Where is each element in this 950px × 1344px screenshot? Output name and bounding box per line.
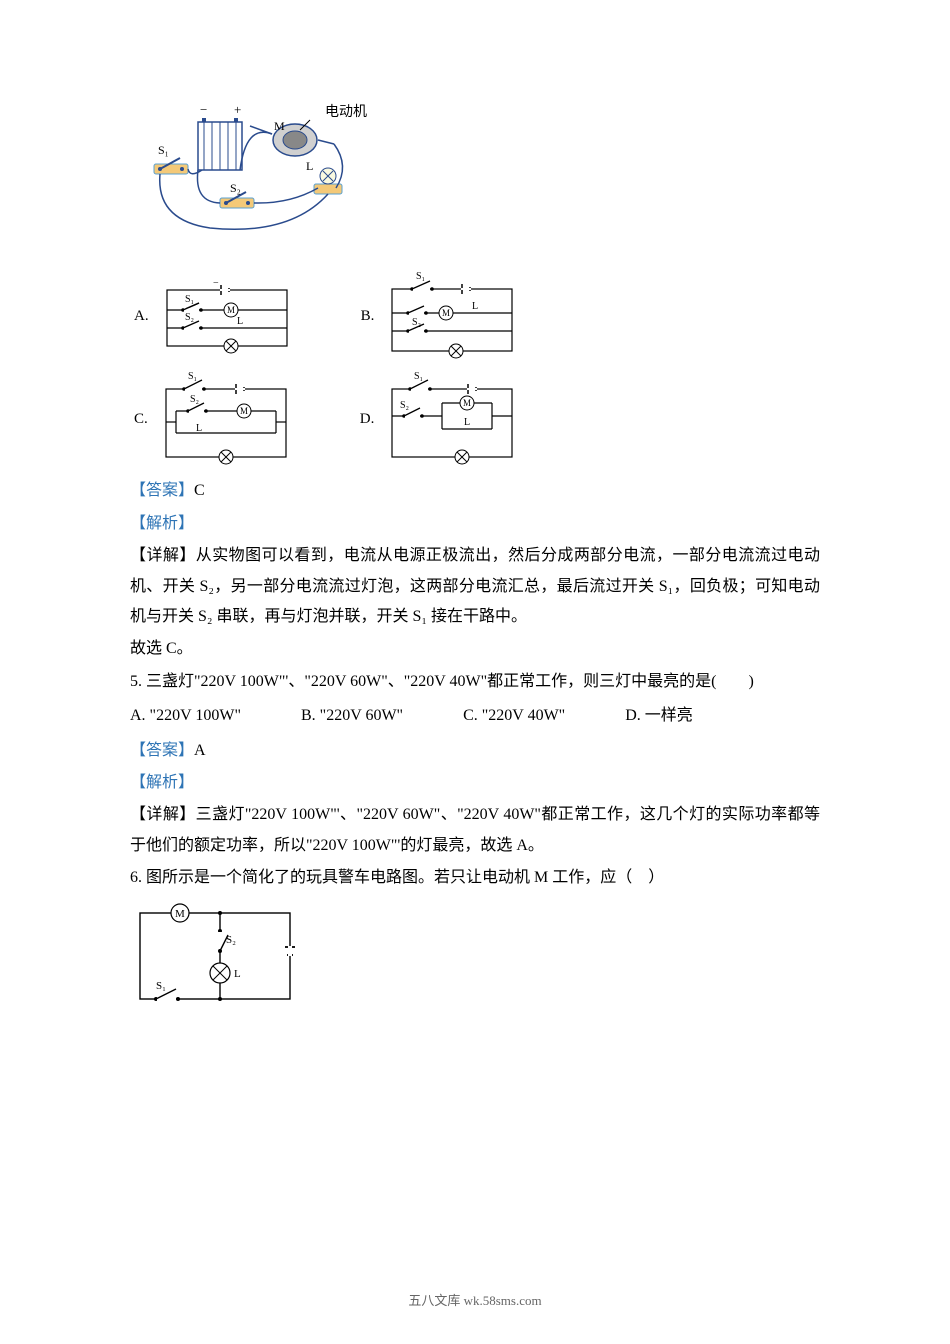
q5-options: A. "220V 100W" B. "220V 60W" C. "220V 40… xyxy=(130,701,820,731)
q5-analysis-label: 【解析】 xyxy=(130,768,820,798)
motor-text: 电动机 xyxy=(325,104,367,120)
m-label: M xyxy=(274,119,285,133)
svg-text:S₁: S₁ xyxy=(185,294,194,305)
option-a-label: A. xyxy=(134,302,149,331)
svg-text:L: L xyxy=(237,316,243,327)
main-circuit-diagram: − + M 电动机 S₁ S₂ L xyxy=(150,100,820,251)
q5-stem: 5. 三盏灯"220V 100W"'、"220V 60W"、"220V 40W"… xyxy=(130,667,820,697)
svg-text:S₂: S₂ xyxy=(185,312,194,323)
svg-text:M: M xyxy=(240,406,248,416)
svg-text:S₁: S₁ xyxy=(416,271,425,282)
minus-label: − xyxy=(200,102,207,117)
circuit-c: S₁ S₂ M L xyxy=(156,371,296,466)
svg-text:S₂: S₂ xyxy=(226,934,236,946)
q4-conclude: 故选 C。 xyxy=(130,634,820,664)
svg-text:M: M xyxy=(442,308,450,318)
svg-text:S₂: S₂ xyxy=(190,394,199,405)
svg-text:L: L xyxy=(196,423,202,434)
q5-answer: 【答案】A xyxy=(130,736,820,766)
q5-optD: D. 一样亮 xyxy=(625,701,693,731)
svg-text:M: M xyxy=(463,398,471,408)
options-row-cd: C. S₁ S₂ M L D. xyxy=(130,371,820,466)
q4-answer: 【答案】C xyxy=(130,476,820,506)
circuit-d: S₁ S₂ M L xyxy=(382,371,522,466)
svg-text:S₁: S₁ xyxy=(188,371,197,382)
q6-diagram: M S₂ L S₁ xyxy=(130,899,820,1020)
q5-optB: B. "220V 60W" xyxy=(301,701,403,731)
options-row-ab: A. − S₁ M S₂ L B. S₁ xyxy=(130,271,820,361)
q5-detail: 【详解】三盏灯"220V 100W"'、"220V 60W"、"220V 40W… xyxy=(130,800,820,861)
q4-analysis-label: 【解析】 xyxy=(130,509,820,539)
svg-text:S₂: S₂ xyxy=(400,400,409,411)
answer-value: C xyxy=(194,482,205,499)
plus-label: + xyxy=(234,102,241,117)
svg-text:L: L xyxy=(234,968,241,980)
answer-label: 【答案】 xyxy=(130,482,194,499)
page-footer: 五八文库 wk.58sms.com xyxy=(0,1289,950,1314)
svg-text:S₁: S₁ xyxy=(156,980,166,992)
circuit-a: − S₁ M S₂ L xyxy=(157,276,297,356)
l-label: L xyxy=(306,159,313,173)
q6-stem: 6. 图所示是一个简化了的玩具警车电路图。若只让电动机 M 工作，应（ ） xyxy=(130,863,820,893)
svg-text:M: M xyxy=(175,908,185,920)
svg-text:−: − xyxy=(213,278,219,289)
svg-text:M: M xyxy=(227,305,235,315)
svg-text:S₁: S₁ xyxy=(414,371,423,382)
s2-label: S₂ xyxy=(230,181,241,195)
q5-optC: C. "220V 40W" xyxy=(463,701,565,731)
q5-optA: A. "220V 100W" xyxy=(130,701,241,731)
circuit-b: S₁ S₂ M L xyxy=(382,271,522,361)
option-d-label: D. xyxy=(360,405,375,434)
option-c-label: C. xyxy=(134,405,148,434)
svg-text:L: L xyxy=(464,417,470,428)
option-b-label: B. xyxy=(361,302,375,331)
q4-detail: 【详解】从实物图可以看到，电流从电源正极流出，然后分成两部分电流，一部分电流流过… xyxy=(130,541,820,632)
svg-text:L: L xyxy=(472,301,478,312)
s1-label: S₁ xyxy=(158,143,169,157)
